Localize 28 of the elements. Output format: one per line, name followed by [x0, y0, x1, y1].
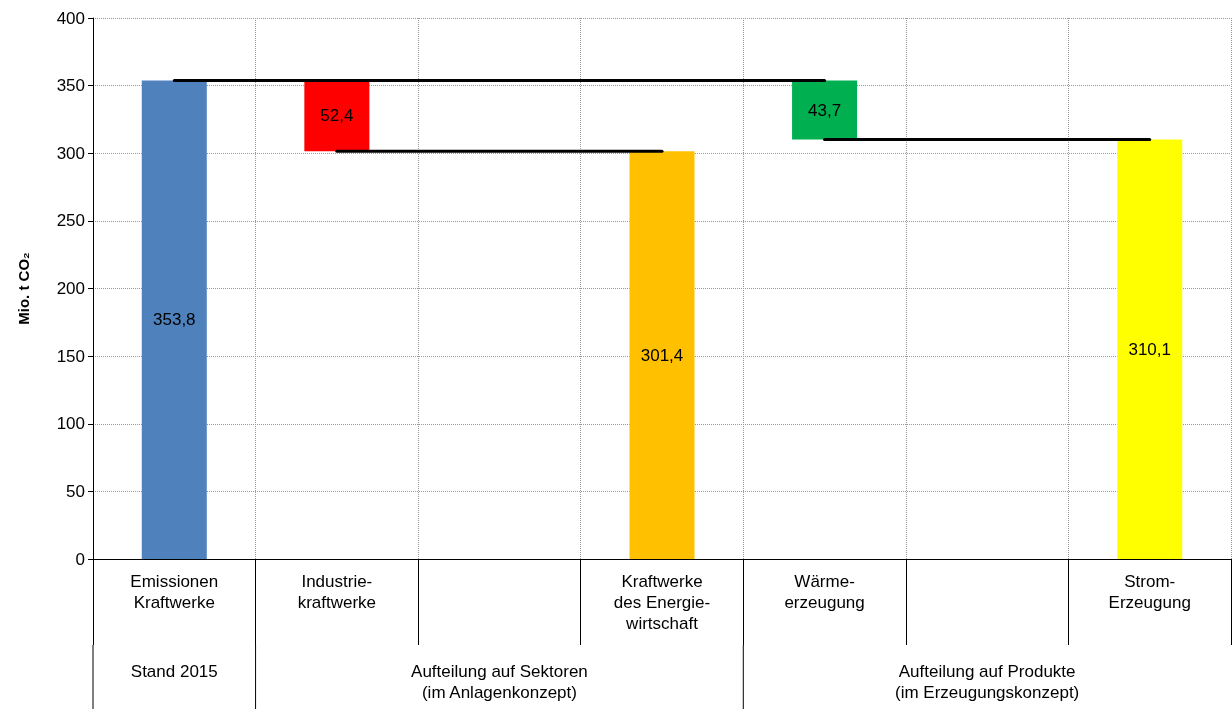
- y-tick-label: 100: [56, 414, 85, 434]
- y-tick-label: 400: [56, 8, 85, 28]
- data-label: 52,4: [320, 106, 354, 126]
- y-tick-label: 250: [56, 211, 85, 231]
- y-tick-label: 350: [56, 76, 85, 96]
- data-label: 310,1: [1128, 339, 1171, 359]
- y-tick-label: 150: [56, 346, 85, 366]
- data-label: 43,7: [808, 100, 842, 120]
- x-tick-label: Kraftwerke des Energie- wirtschaft: [613, 572, 711, 633]
- x-tick-label: Strom- Erzeugung: [1108, 572, 1191, 612]
- y-tick-label: 50: [66, 481, 85, 501]
- bar: [1117, 139, 1183, 559]
- y-tick-label: 0: [75, 549, 85, 569]
- text: Aufteilung auf Produkte (im Erzeugungskonzept): [895, 662, 1080, 702]
- x-tick-label: Wärme- erzeugung: [784, 572, 865, 612]
- text: Stand 2015: [130, 662, 218, 681]
- x-tick-label: Emissionen Kraftwerke: [130, 572, 219, 612]
- bar: [304, 80, 370, 152]
- y-axis-title: Mio. t CO₂: [15, 252, 32, 325]
- bar: [792, 80, 858, 140]
- bar: [141, 80, 207, 559]
- bar: [629, 151, 695, 559]
- y-tick-label: 300: [56, 143, 85, 163]
- data-label: 301,4: [640, 345, 684, 365]
- y-tick-label: 200: [56, 279, 85, 298]
- x-tick-label: Industrie- kraftwerke: [297, 572, 377, 612]
- text: Aufteilung auf Sektoren (im Anlagenkonzept): [411, 662, 588, 702]
- data-label: 353,8: [153, 310, 196, 330]
